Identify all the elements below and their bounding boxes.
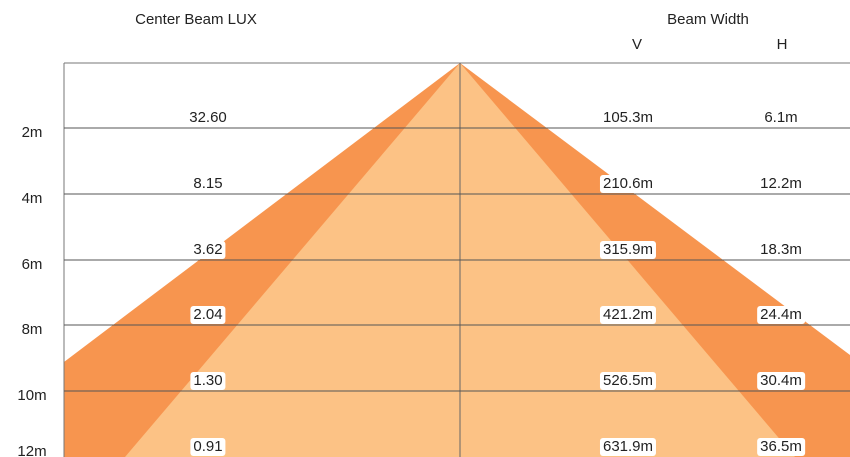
- distance-label: 4m: [21, 190, 43, 207]
- lux-value: 1.30: [190, 372, 226, 390]
- h-width: 30.4m: [757, 372, 805, 390]
- h-width: 36.5m: [757, 438, 805, 456]
- distance-label: 2m: [21, 124, 43, 141]
- lux-value: 8.15: [190, 175, 226, 193]
- lux-value: 32.60: [186, 109, 230, 127]
- h-title: H: [776, 36, 788, 53]
- distance-label: 10m: [17, 387, 47, 404]
- v-width: 526.5m: [599, 372, 657, 390]
- v-width: 315.9m: [599, 241, 657, 259]
- distance-label: 8m: [21, 321, 43, 338]
- v-width: 631.9m: [599, 438, 657, 456]
- h-width: 18.3m: [757, 241, 805, 259]
- lux-value: 3.62: [190, 241, 226, 259]
- lux-value: 2.04: [190, 306, 226, 324]
- lux-title: Center Beam LUX: [135, 11, 257, 28]
- distance-label: 12m: [17, 443, 47, 457]
- v-width: 210.6m: [599, 175, 657, 193]
- v-width: 105.3m: [599, 109, 657, 127]
- h-width: 6.1m: [761, 109, 801, 127]
- distance-label: 6m: [21, 256, 43, 273]
- v-width: 421.2m: [599, 306, 657, 324]
- v-title: V: [631, 36, 643, 53]
- lux-value: 0.91: [190, 438, 226, 456]
- h-width: 24.4m: [757, 306, 805, 324]
- beam-width-title: Beam Width: [667, 11, 749, 28]
- h-width: 12.2m: [757, 175, 805, 193]
- gridlines: [64, 127, 850, 392]
